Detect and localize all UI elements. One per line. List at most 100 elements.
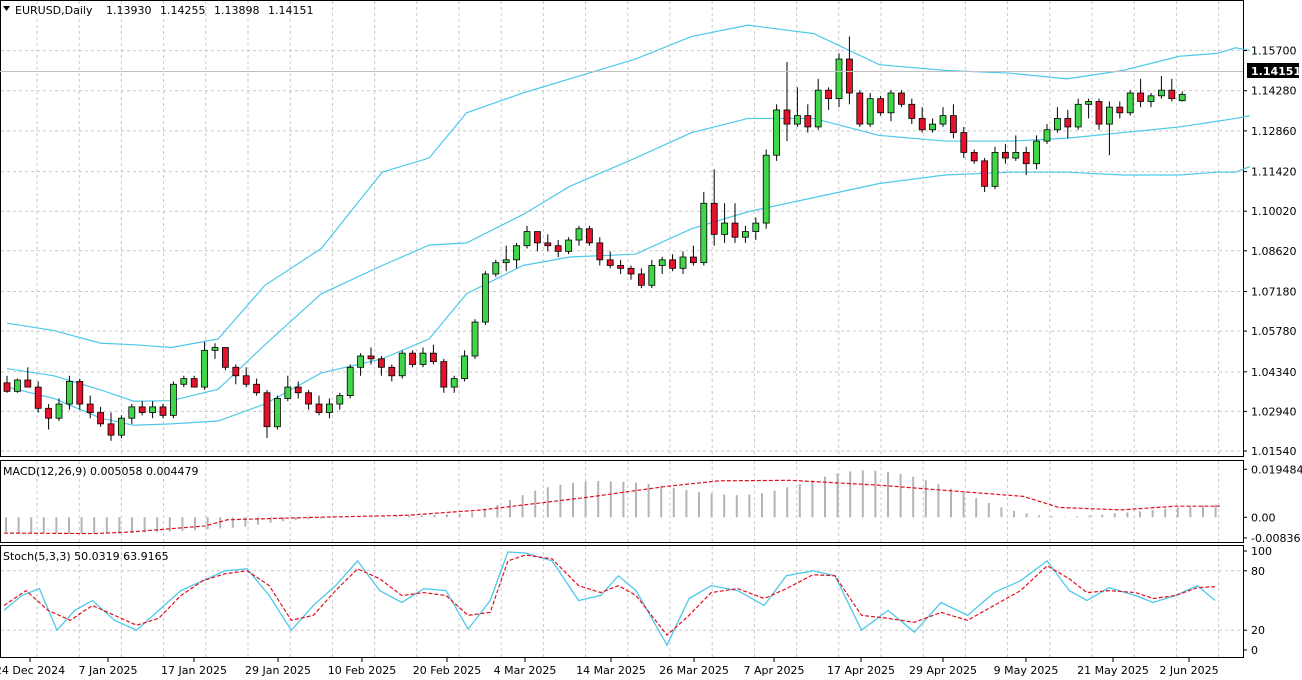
candle-bear — [825, 89, 832, 100]
candle-bull — [1074, 103, 1082, 128]
ohlc-low: 1.13898 — [214, 4, 260, 17]
price-tick-label: 1.02940 — [1251, 405, 1297, 418]
candle-bull — [492, 262, 500, 275]
date-tick-label: 29 Jan 2025 — [245, 664, 311, 677]
stoch-tick-label: 80 — [1251, 565, 1265, 578]
candle-bear — [86, 403, 94, 413]
candle-bear — [970, 151, 978, 162]
candle-bull — [887, 92, 895, 114]
macd-indicator — [3, 470, 1220, 535]
price-tick-label: 1.10020 — [1251, 205, 1297, 218]
candle-bull — [502, 259, 510, 264]
candle-bear — [377, 358, 385, 368]
candle-bull — [471, 321, 479, 357]
candle-bull — [773, 109, 780, 156]
candle-bull — [814, 89, 822, 128]
ohlc-open: 1.13930 — [106, 4, 152, 17]
date-tick-label: 21 May 2025 — [1077, 664, 1149, 677]
candle-bull — [1158, 89, 1165, 97]
date-tick-label: 2 Jun 2025 — [1159, 664, 1218, 677]
price-tick-label: 1.05780 — [1251, 325, 1297, 338]
candle-bear — [627, 267, 635, 275]
candle-bear — [950, 115, 957, 133]
candle-bear — [45, 407, 52, 419]
stoch-title: Stoch(5,3,3) 50.0319 63.9165 — [3, 550, 169, 563]
candle-bear — [1095, 101, 1103, 125]
candle-bull — [273, 398, 281, 428]
candle-bear — [804, 115, 812, 128]
candle-bull — [346, 366, 354, 396]
candle-bull — [1147, 95, 1155, 102]
candle-bull — [149, 406, 157, 413]
price-tick-label: 1.11420 — [1251, 166, 1297, 179]
date-tick-label: 17 Apr 2025 — [827, 664, 895, 677]
candle-bear — [138, 406, 146, 413]
candle-bear — [898, 92, 905, 105]
symbol-title: EURUSD,Daily — [15, 4, 93, 17]
candle-bull — [575, 228, 583, 241]
candle-bear — [232, 366, 240, 377]
candle-bear — [34, 386, 42, 409]
ohlc-close: 1.14151 — [268, 4, 314, 17]
candle-bull — [929, 123, 936, 131]
candle-bear — [554, 245, 562, 252]
date-tick-label: 26 Mar 2025 — [659, 664, 729, 677]
date-tick-label: 24 Dec 2024 — [0, 664, 65, 677]
price-tick-label: 1.04340 — [1251, 366, 1297, 379]
candle-bear — [97, 412, 104, 425]
candle-bear — [242, 375, 250, 385]
date-tick-label: 17 Jan 2025 — [161, 664, 227, 677]
candle-bear — [586, 228, 593, 244]
candle-bull — [211, 347, 219, 351]
candle-bear — [690, 256, 697, 264]
candle-bull — [1033, 140, 1040, 165]
candle-bear — [606, 259, 614, 266]
candle-bull — [939, 115, 947, 125]
candle-bull — [679, 256, 687, 269]
price-tick-label: 1.08620 — [1251, 245, 1297, 258]
price-tick-label: 1.14280 — [1251, 85, 1297, 98]
date-tick-label: 7 Jan 2025 — [79, 664, 138, 677]
candle-bull — [721, 222, 728, 235]
candle-bull — [169, 383, 177, 416]
price-tick-label: 1.01540 — [1251, 445, 1297, 458]
candle-bear — [617, 265, 624, 269]
candle-bear — [429, 352, 437, 363]
date-tick-label: 29 Apr 2025 — [909, 664, 977, 677]
candle-bear — [159, 406, 167, 416]
bollinger-middle-band — [6, 115, 1250, 402]
stoch-tick-label: 20 — [1251, 624, 1265, 637]
candle-bear — [24, 379, 32, 388]
candle-bear — [534, 231, 541, 244]
candlesticks — [3, 36, 1186, 441]
candle-bull — [13, 379, 21, 392]
candle-bear — [960, 132, 968, 153]
candle-bear — [388, 366, 396, 377]
candle-bear — [1116, 106, 1124, 114]
candle-bull — [523, 231, 531, 247]
candle-bear — [544, 242, 552, 247]
candle-bear — [315, 403, 323, 413]
date-tick-label: 14 Mar 2025 — [576, 664, 646, 677]
candle-bear — [596, 242, 604, 261]
candle-bear — [1064, 118, 1072, 128]
candle-bull — [419, 352, 427, 365]
candle-bear — [669, 259, 676, 269]
stoch-panel — [0, 545, 1244, 658]
candle-bull — [1054, 118, 1061, 131]
ohlc-high: 1.14255 — [160, 4, 206, 17]
axis-labels: 1.15700 1.14280 1.12860 1.11420 1.10020 1.086… — [0, 45, 1302, 677]
candle-bear — [221, 347, 229, 368]
symbol-menu-triangle-icon[interactable] — [3, 6, 10, 11]
candle-bull — [1085, 101, 1092, 105]
macd-signal-line — [3, 479, 1220, 535]
candle-bear — [1002, 151, 1009, 159]
candle-bull — [565, 239, 572, 252]
candle-bull — [513, 245, 520, 261]
candle-bear — [263, 392, 271, 428]
candle-bull — [336, 395, 344, 405]
stoch-k-line — [3, 551, 1216, 647]
date-tick-label: 10 Feb 2025 — [328, 664, 396, 677]
candle-bear — [877, 98, 884, 114]
